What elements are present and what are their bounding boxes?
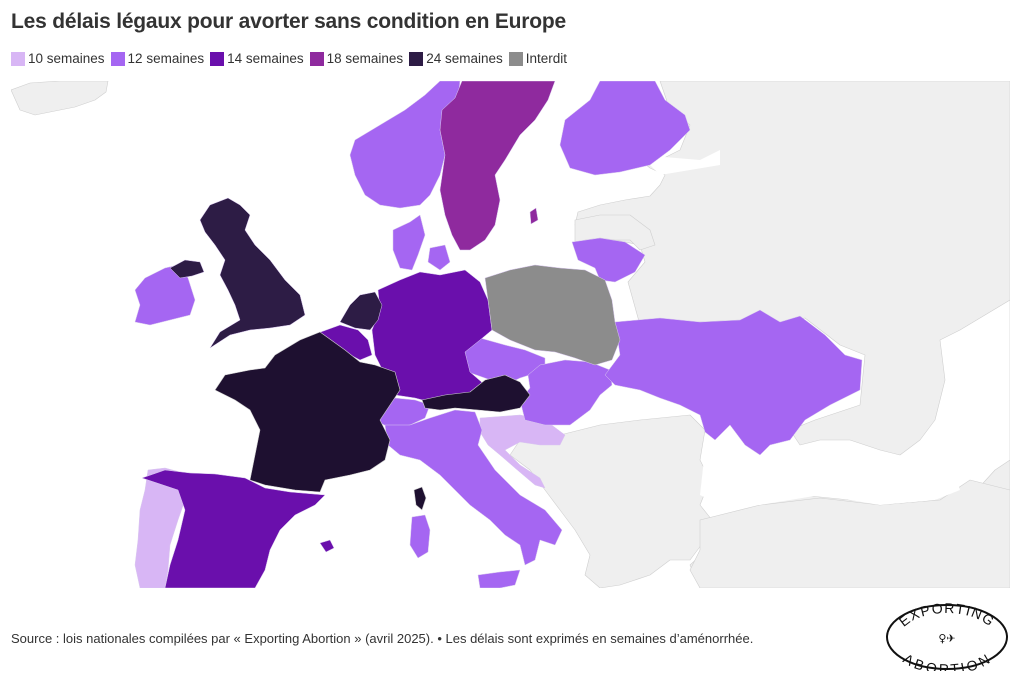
sweden <box>439 81 556 251</box>
legend-label: 10 semaines <box>28 51 105 66</box>
legend-item-14-weeks[interactable]: 14 semaines <box>210 51 304 66</box>
legend-item-18-weeks[interactable]: 18 semaines <box>309 51 404 66</box>
legend-item-10-weeks[interactable]: 10 semaines <box>11 51 105 66</box>
legend-swatch <box>110 51 125 66</box>
legend-label: 14 semaines <box>227 51 304 66</box>
austria <box>421 374 531 413</box>
legend-item-12-weeks[interactable]: 12 semaines <box>110 51 205 66</box>
france <box>214 331 401 493</box>
corsica <box>413 486 427 511</box>
page-title: Les délais légaux pour avorter sans cond… <box>11 10 566 33</box>
legend-swatch <box>409 51 424 66</box>
source-note: Source : lois nationales compilées par «… <box>11 631 754 646</box>
europe-map[interactable] <box>11 81 1010 588</box>
legend-swatch <box>508 51 523 66</box>
united-kingdom <box>199 197 306 349</box>
logo-symbol-icon: ♀✈ <box>938 632 955 645</box>
legend-label: 24 semaines <box>426 51 503 66</box>
legend: 10 semaines 12 semaines 14 semaines 18 s… <box>11 51 573 66</box>
legend-label: 12 semaines <box>127 51 205 66</box>
balearic-islands <box>319 539 335 553</box>
legend-item-banned[interactable]: Interdit <box>508 51 568 66</box>
legend-item-24-weeks[interactable]: 24 semaines <box>409 51 503 66</box>
lithuania <box>571 237 646 283</box>
netherlands <box>339 291 383 331</box>
exporting-abortion-logo: EXPORTING ABORTION ♀✈ <box>885 600 1009 677</box>
spain <box>141 469 326 588</box>
legend-label: Interdit <box>525 51 568 66</box>
sardinia <box>409 514 431 559</box>
finland <box>559 81 691 176</box>
no-data-land <box>11 81 1010 588</box>
sicily <box>477 569 521 588</box>
italy <box>384 409 563 566</box>
ukraine <box>604 309 863 456</box>
northern-ireland <box>169 259 205 279</box>
poland <box>484 264 621 366</box>
germany <box>371 269 493 403</box>
denmark <box>392 214 451 271</box>
legend-swatch <box>309 51 324 66</box>
slovenia-croatia <box>479 414 566 489</box>
legend-swatch <box>11 51 25 66</box>
gotland <box>529 207 539 225</box>
seas <box>640 150 960 505</box>
legend-label: 18 semaines <box>326 51 404 66</box>
countries <box>134 81 863 588</box>
legend-swatch <box>210 51 225 66</box>
